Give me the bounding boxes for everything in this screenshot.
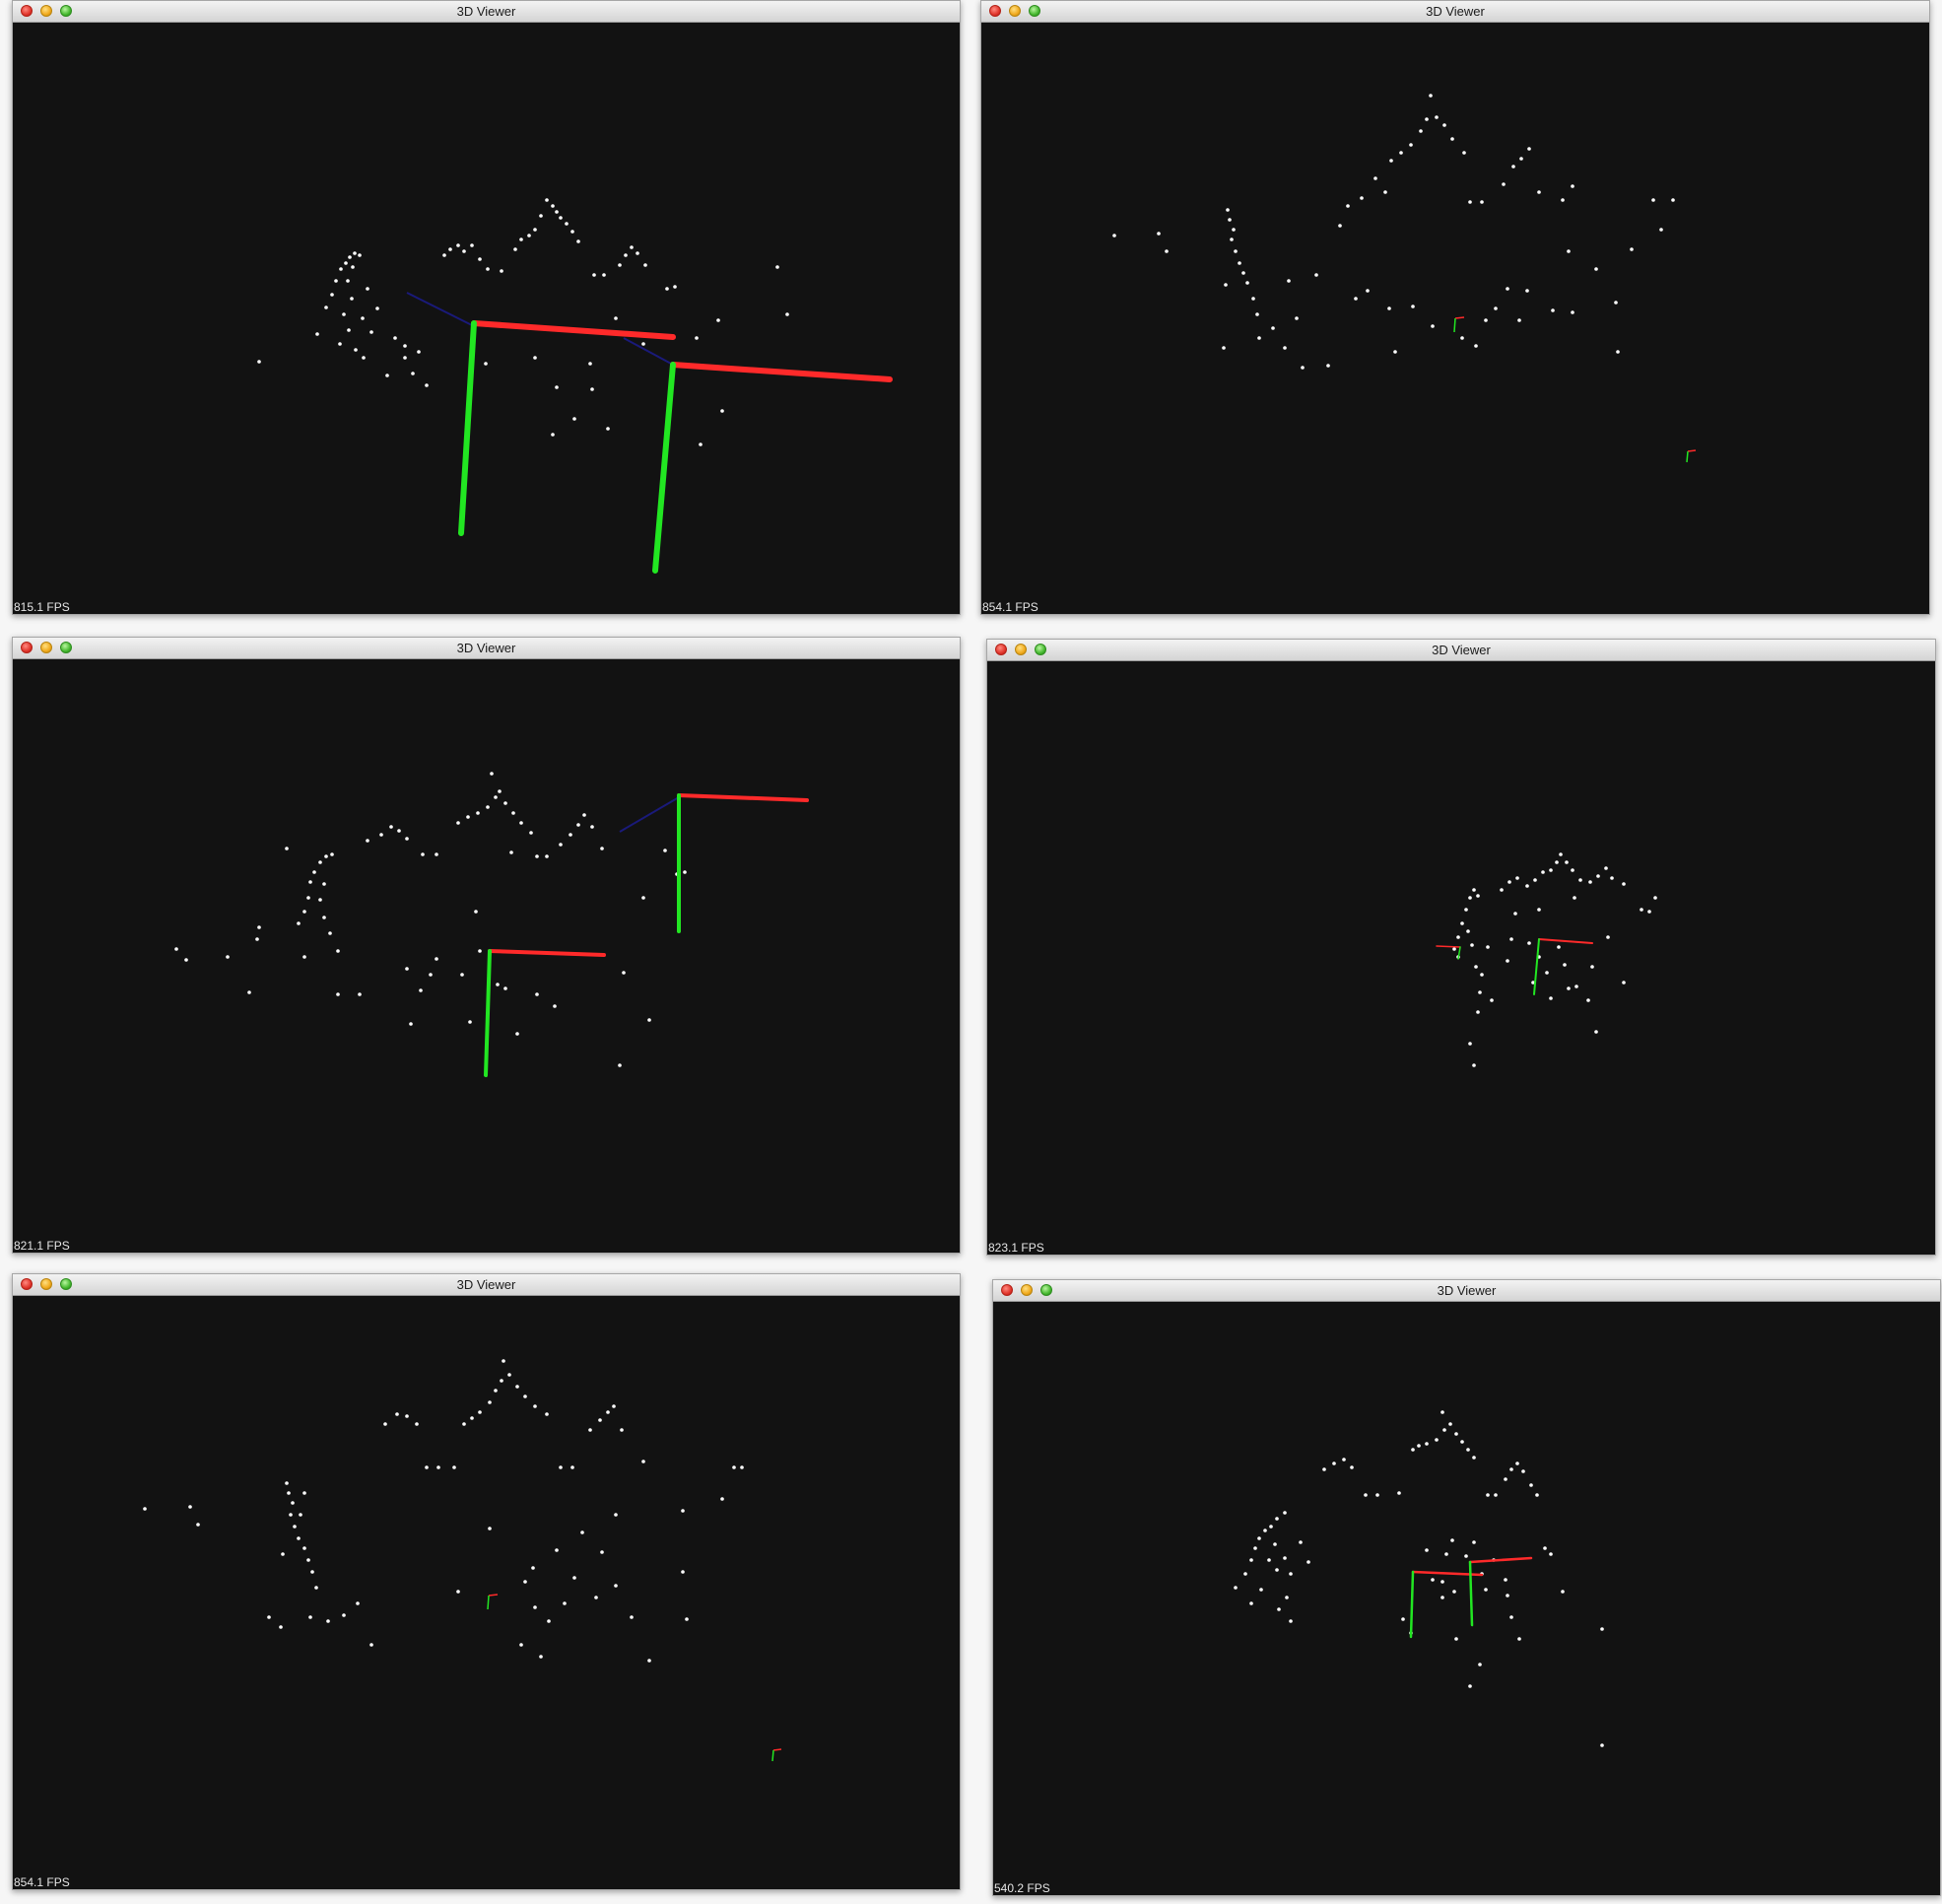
3d-viewport[interactable]: 854.1 FPS [981,23,1929,614]
fps-counter: 821.1 FPS [14,1239,70,1253]
viewer-window-1[interactable]: 3D Viewer 815.1 FPS [12,0,961,615]
window-title: 3D Viewer [456,4,516,19]
camera-axis-x [471,320,676,340]
point-cloud-view [143,1359,782,1762]
zoom-icon[interactable] [60,1278,72,1290]
camera-axes [406,292,893,574]
fps-counter: 815.1 FPS [14,600,70,614]
window-title: 3D Viewer [1437,1283,1497,1298]
camera-axis-y [1468,1560,1474,1627]
minimize-icon[interactable] [1009,5,1021,17]
camera-axis-y [1686,450,1689,463]
window-title: 3D Viewer [1426,4,1485,19]
camera-axis-x [1538,938,1593,944]
fps-counter: 823.1 FPS [988,1241,1044,1255]
viewer-window-6[interactable]: 3D Viewer 540.2 FPS [992,1279,1941,1896]
3d-viewport[interactable]: 815.1 FPS [13,23,960,614]
window-title: 3D Viewer [1432,643,1491,657]
viewer-window-5[interactable]: 3D Viewer 854.1 FPS [12,1273,961,1890]
camera-axes [484,793,809,1077]
fps-counter: 854.1 FPS [14,1875,70,1889]
point-cloud [1234,1410,1604,1747]
close-icon[interactable] [21,5,33,17]
viewer-window-2[interactable]: 3D Viewer 854.1 FPS [980,0,1930,615]
point-cloud [143,1359,744,1663]
3d-viewport[interactable]: 854.1 FPS [13,1296,960,1889]
fps-counter: 854.1 FPS [982,600,1038,614]
point-cloud [1452,852,1657,1067]
camera-axis-y [1409,1570,1415,1639]
camera-axes [1453,316,1697,463]
viewer-window-3[interactable]: 3D Viewer 821.1 FPS [12,637,961,1254]
camera-axis-z [619,796,680,833]
camera-axis-x [772,1748,782,1751]
minimize-icon[interactable] [1021,1284,1033,1296]
camera-axis-z [406,292,475,327]
zoom-icon[interactable] [1035,644,1046,655]
camera-axis-x [1436,945,1461,948]
camera-axis-x [1468,1556,1533,1564]
point-cloud-view [174,772,809,1077]
camera-axis-x [1687,449,1697,452]
camera-axes [1436,938,1593,995]
camera-axes [487,1594,782,1762]
camera-axis-x [677,793,809,802]
camera-axis-x [488,1594,499,1597]
camera-axes [1409,1556,1533,1639]
camera-axis-y [484,949,492,1077]
title-bar[interactable]: 3D Viewer [993,1280,1940,1302]
point-cloud-view [1112,94,1697,463]
title-bar[interactable]: 3D Viewer [13,638,960,659]
close-icon[interactable] [995,644,1007,655]
zoom-icon[interactable] [60,642,72,653]
point-cloud-view [1234,1410,1604,1747]
fps-counter: 540.2 FPS [994,1881,1050,1895]
minimize-icon[interactable] [1015,644,1027,655]
window-title: 3D Viewer [456,1277,516,1292]
point-cloud [1112,94,1675,370]
point-cloud-view [257,198,893,574]
close-icon[interactable] [989,5,1001,17]
point-cloud-view [1436,852,1657,1067]
title-bar[interactable]: 3D Viewer [13,1,960,23]
camera-axis-y [458,320,477,536]
camera-axis-x [1454,316,1465,319]
title-bar[interactable]: 3D Viewer [981,1,1929,23]
camera-axis-y [487,1595,490,1610]
3d-viewport[interactable]: 540.2 FPS [993,1302,1940,1895]
zoom-icon[interactable] [1029,5,1040,17]
viewer-window-4[interactable]: 3D Viewer 823.1 FPS [986,639,1936,1256]
camera-axis-y [771,1749,774,1762]
point-cloud [174,772,687,1067]
minimize-icon[interactable] [40,642,52,653]
minimize-icon[interactable] [40,5,52,17]
camera-axis-y [1453,317,1456,333]
zoom-icon[interactable] [1040,1284,1052,1296]
title-bar[interactable]: 3D Viewer [987,640,1935,661]
window-title: 3D Viewer [456,641,516,655]
camera-axis-x [488,949,606,957]
camera-axis-y [652,362,676,574]
zoom-icon[interactable] [60,5,72,17]
camera-axis-x [670,362,893,382]
title-bar[interactable]: 3D Viewer [13,1274,960,1296]
close-icon[interactable] [1001,1284,1013,1296]
3d-viewport[interactable]: 821.1 FPS [13,659,960,1253]
point-cloud [257,198,789,446]
camera-axis-y [1457,946,1461,960]
3d-viewport[interactable]: 823.1 FPS [987,661,1935,1255]
minimize-icon[interactable] [40,1278,52,1290]
close-icon[interactable] [21,1278,33,1290]
camera-axis-z [623,337,674,366]
camera-axis-y [1533,938,1540,995]
close-icon[interactable] [21,642,33,653]
